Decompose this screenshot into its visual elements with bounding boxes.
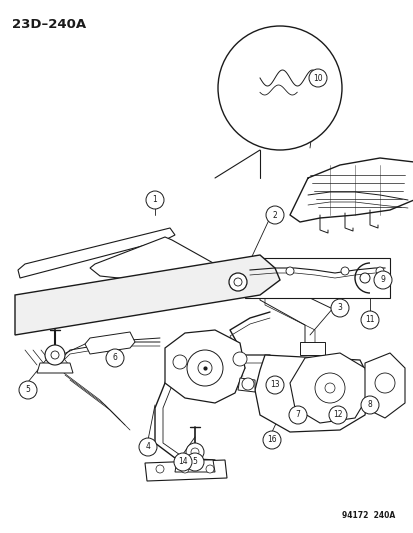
Circle shape: [262, 431, 280, 449]
Text: 1: 1: [152, 196, 157, 205]
Circle shape: [51, 351, 59, 359]
Text: 8: 8: [367, 400, 371, 409]
Polygon shape: [37, 363, 73, 373]
Circle shape: [374, 373, 394, 393]
Circle shape: [197, 361, 211, 375]
Polygon shape: [289, 353, 369, 423]
Text: 5: 5: [26, 385, 31, 394]
Text: 94172  240A: 94172 240A: [341, 511, 394, 520]
Text: 3: 3: [337, 303, 342, 312]
Circle shape: [340, 267, 348, 275]
Polygon shape: [236, 65, 248, 70]
Circle shape: [324, 383, 334, 393]
Circle shape: [146, 191, 164, 209]
Circle shape: [185, 443, 204, 461]
Polygon shape: [145, 460, 226, 481]
Circle shape: [228, 273, 247, 291]
Polygon shape: [85, 332, 135, 354]
Circle shape: [180, 465, 189, 473]
Polygon shape: [90, 237, 240, 290]
Text: 13: 13: [270, 381, 279, 390]
Circle shape: [360, 311, 378, 329]
Circle shape: [19, 381, 37, 399]
Circle shape: [314, 373, 344, 403]
Text: 16: 16: [266, 435, 276, 445]
Circle shape: [359, 273, 369, 283]
Circle shape: [190, 448, 199, 456]
Text: 23D–240A: 23D–240A: [12, 18, 86, 31]
Polygon shape: [165, 330, 244, 403]
Polygon shape: [18, 228, 175, 278]
Polygon shape: [15, 255, 279, 335]
Polygon shape: [175, 460, 214, 472]
Circle shape: [106, 349, 124, 367]
Circle shape: [156, 465, 164, 473]
Circle shape: [185, 453, 204, 471]
Circle shape: [206, 465, 214, 473]
Text: 4: 4: [145, 442, 150, 451]
Text: 12: 12: [332, 410, 342, 419]
Polygon shape: [238, 70, 247, 73]
Circle shape: [328, 406, 346, 424]
Text: 9: 9: [380, 276, 385, 285]
Circle shape: [266, 206, 283, 224]
Circle shape: [360, 396, 378, 414]
Polygon shape: [237, 378, 254, 392]
Polygon shape: [364, 353, 404, 418]
Circle shape: [375, 267, 383, 275]
Circle shape: [233, 352, 247, 366]
Polygon shape: [254, 355, 369, 432]
Circle shape: [242, 378, 254, 390]
Polygon shape: [299, 342, 324, 355]
Text: 10: 10: [312, 74, 322, 83]
Circle shape: [139, 438, 157, 456]
Circle shape: [373, 271, 391, 289]
Text: 14: 14: [178, 457, 188, 466]
Text: 7: 7: [295, 410, 300, 419]
Text: 5: 5: [192, 457, 197, 466]
Circle shape: [173, 453, 192, 471]
Circle shape: [173, 355, 187, 369]
Text: 2: 2: [272, 211, 277, 220]
Circle shape: [308, 69, 326, 87]
Text: 6: 6: [112, 353, 117, 362]
Circle shape: [233, 278, 242, 286]
Circle shape: [266, 376, 283, 394]
Text: 11: 11: [364, 316, 374, 325]
Circle shape: [187, 350, 223, 386]
Polygon shape: [244, 258, 389, 298]
Circle shape: [330, 299, 348, 317]
Circle shape: [288, 406, 306, 424]
Circle shape: [218, 26, 341, 150]
Circle shape: [285, 267, 293, 275]
Circle shape: [45, 345, 65, 365]
